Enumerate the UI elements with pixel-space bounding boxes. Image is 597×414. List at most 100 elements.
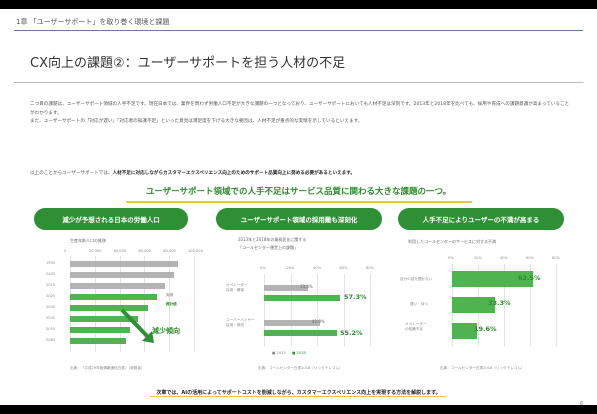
right-value-1: 62.5% [518, 274, 541, 282]
middle-gridline [290, 274, 292, 346]
middle-bar [264, 285, 309, 291]
left-chart-title: 生産年齢人口の推移 [70, 238, 106, 243]
intro-text: 二つ目の課題は、ユーザーサポート領域の人手不足です。現在日本では、業界を問わず労… [30, 101, 570, 127]
right-tick-label: 80% [552, 256, 560, 260]
conclusion-text: 以上のことからユーザーサポートでは、人材不足に対応しながらカスタマーエクスペリエ… [30, 170, 570, 176]
right-tick-label: 40% [500, 256, 508, 260]
middle-panel-pill: ユーザーサポート領域の採用難も深刻化 [216, 208, 382, 230]
left-forecast-marker: 推計値 [166, 302, 177, 306]
middle-tick-label: 0% [260, 266, 266, 270]
conclusion-bold: 人材不足に対応しながらカスタマーエクスペリエンス向上のためのサポート品質向上に努… [112, 171, 355, 176]
middle-tick-label: 20% [286, 266, 295, 270]
right-tick-label: 0% [448, 256, 454, 260]
right-gridline [556, 264, 557, 346]
left-source: 出典：「平成29年版情報通信白書」（総務省） [70, 366, 145, 370]
key-message: ユーザーサポート領域での人手不足はサービス品質に関わる大きな課題の一つ。 [145, 187, 452, 197]
middle-cat-1-line1: オペレーター [226, 283, 248, 287]
left-gridline [144, 256, 146, 352]
middle-chart-subtitle: 「コールセンター運営上の課題」 [238, 245, 298, 250]
left-tick-label: 40,000 [113, 249, 127, 253]
chapter-label: 1章 「ユーザーサポート」を取り巻く環境と課題 [16, 18, 170, 26]
middle-tick-label: 40% [313, 266, 321, 270]
left-tick-label: 0 [64, 249, 67, 253]
left-category-label: 2055 [46, 327, 56, 331]
left-category-label: 1995 [46, 261, 56, 265]
legend-2013: ■ 2013 [272, 351, 286, 355]
right-cat-2: 遅い・待つ [410, 302, 428, 306]
middle-gridline [343, 274, 345, 346]
left-category-label: 2035 [46, 305, 56, 309]
left-tick-label: 100,000 [188, 249, 203, 253]
right-cat-3: オペレーター の知識不足 [405, 322, 427, 332]
right-value-2: 33.3% [488, 299, 511, 307]
legend-2018: ■ 2018 [292, 351, 306, 355]
left-category-label: 2005 [46, 272, 56, 276]
middle-value-1-2013: 33.4% [300, 284, 313, 289]
right-cat-3-line2: の知識不足 [405, 327, 423, 331]
middle-bar [264, 295, 340, 301]
middle-cat-2-line2: 採用・育成 [226, 323, 244, 327]
middle-tick-label: 60% [339, 266, 348, 270]
left-bar [70, 305, 149, 311]
decline-arrow-icon [120, 308, 154, 343]
middle-cat-2: スーパーバイザー 採用・育成 [226, 318, 255, 328]
right-bar [452, 271, 534, 287]
left-bar [70, 327, 130, 333]
left-tick-label: 80,000 [163, 249, 176, 253]
left-gridline [119, 256, 121, 352]
middle-gridline [264, 274, 265, 346]
right-tick-label: 20% [474, 256, 482, 260]
decline-trend-label: 減少傾向 [152, 327, 180, 335]
key-message-underline [126, 201, 472, 203]
left-gridline [94, 256, 96, 352]
left-bar [70, 272, 175, 278]
left-bar [70, 283, 166, 289]
right-cat-1: 自分の話を聞かない [400, 277, 433, 281]
middle-value-2-2018: 55.2% [340, 329, 363, 337]
right-panel-pill: 人手不足によりユーザーの不満が高まる [398, 208, 564, 230]
intro-paragraph-2: また、ユーザーサポートの「対応が遅い」「対応者の知識不足」といった意見は満足度を… [30, 119, 363, 124]
intro-paragraph-1: 二つ目の課題は、ユーザーサポート領域の人手不足です。現在日本では、業界を問わず労… [30, 102, 570, 116]
middle-bar [264, 330, 338, 336]
right-cat-3-line1: オペレーター [405, 322, 427, 326]
left-gridline [194, 256, 195, 352]
next-chapter-note: 次章では、AIの活用によってサポートコストを削減しながら、カスタマーエクスペリエ… [156, 390, 441, 396]
middle-chart-title: 2013年と2018年の業務変化に関する [238, 237, 307, 242]
middle-cat-1-line2: 採用・確保 [226, 288, 244, 292]
left-category-label: 2045 [46, 316, 56, 320]
left-actual-marker: 実績 [166, 293, 174, 297]
middle-cat-2-line1: スーパーバイザー [226, 318, 255, 322]
left-bar [70, 338, 126, 344]
left-category-label: 2065 [46, 338, 56, 342]
left-bar [70, 294, 157, 300]
middle-value-2-2013: 42.0% [312, 319, 325, 324]
right-gridline [530, 264, 531, 346]
slide: 1章 「ユーザーサポート」を取り巻く環境と課題 CX向上の課題②：ユーザーサポー… [0, 9, 597, 405]
chapter-divider [14, 30, 583, 31]
middle-gridline [370, 274, 371, 346]
left-gridline [70, 256, 71, 352]
middle-source: 出典：コールセンター白書2018（リックテレコム） [258, 366, 343, 370]
footer-underline [150, 396, 446, 397]
conclusion-prefix: 以上のことからユーザーサポートでは、 [30, 171, 113, 176]
right-chart-title: 利用したコールセンターのサービスに対する不満 [408, 239, 496, 244]
left-category-label: 2025 [46, 294, 56, 298]
left-bar [70, 261, 178, 267]
left-tick-label: 60,000 [138, 249, 151, 253]
middle-bar [264, 320, 320, 326]
right-value-3: 19.6% [474, 325, 497, 333]
middle-cat-1: オペレーター 採用・確保 [226, 283, 248, 293]
left-gridline [169, 256, 171, 352]
page-number: 6 [579, 401, 583, 405]
left-bar [70, 316, 139, 322]
middle-tick-label: 80% [366, 266, 374, 270]
right-tick-label: 60% [526, 256, 534, 260]
right-bar [452, 323, 478, 339]
page-title: CX向上の課題②：ユーザーサポートを担う人材の不足 [30, 56, 346, 71]
right-source: 出典：コールセンター白書2018（リックテレコム） [440, 366, 525, 370]
left-category-label: 2015 [46, 283, 56, 287]
middle-value-1-2018: 57.3% [344, 293, 367, 301]
left-panel-pill: 減少が予想される日本の労働人口 [34, 208, 188, 230]
middle-gridline [317, 274, 318, 346]
right-bar [452, 297, 496, 313]
